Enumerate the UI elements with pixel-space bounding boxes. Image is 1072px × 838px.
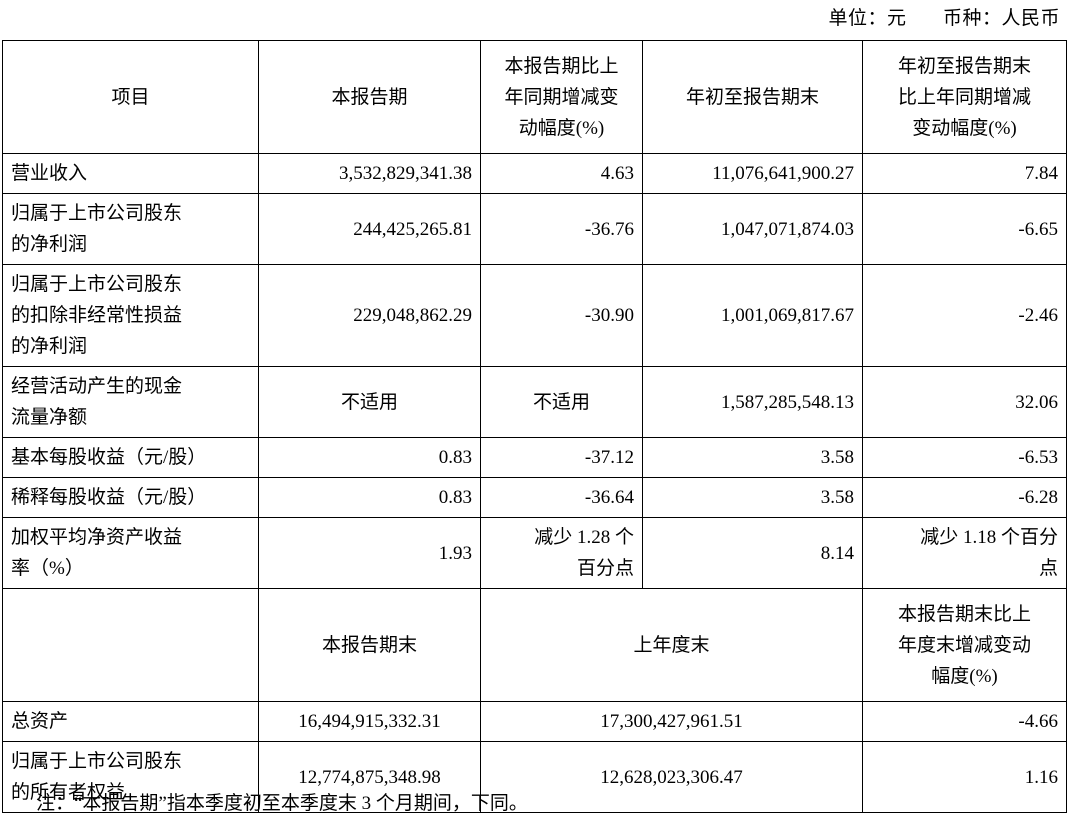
cell-operating-cash-flow-ytd-pct: 32.06 [862, 366, 1067, 438]
row-label-weighted-roe: 加权平均净资产收益 率（%） [2, 517, 259, 589]
row-label-diluted-eps: 稀释每股收益（元/股） [2, 477, 259, 518]
row-label-revenue: 营业收入 [2, 153, 259, 194]
cell-diluted-eps-current-pct: -36.64 [480, 477, 643, 518]
cell-weighted-roe-current-pct: 减少 1.28 个 百分点 [480, 517, 643, 589]
table-header-row-section2: 本报告期末 上年度末 本报告期末比上 年度末增减变动 幅度(%) [2, 588, 1067, 702]
cell-total-assets-prior-year-end: 17,300,427,961.51 [480, 701, 863, 742]
table-row: 归属于上市公司股东 的扣除非经常性损益 的净利润 229,048,862.29 … [2, 264, 1067, 367]
table-row: 营业收入 3,532,829,341.38 4.63 11,076,641,90… [2, 153, 1067, 194]
col-header-ytd-yoy-pct: 年初至报告期末 比上年同期增减 变动幅度(%) [862, 40, 1067, 154]
row-label-operating-cash-flow: 经营活动产生的现金 流量净额 [2, 366, 259, 438]
cell-total-assets-period-end: 16,494,915,332.31 [258, 701, 481, 742]
cell-basic-eps-current: 0.83 [258, 437, 481, 478]
cell-basic-eps-ytd: 3.58 [642, 437, 863, 478]
cell-excl-nonrecurring-ytd-pct: -2.46 [862, 264, 1067, 367]
cell-revenue-current-pct: 4.63 [480, 153, 643, 194]
table-row: 归属于上市公司股东 的所有者权益 12,774,875,348.98 12,62… [2, 741, 1067, 813]
cell-weighted-roe-ytd-pct: 减少 1.18 个百分 点 [862, 517, 1067, 589]
row-label-total-assets: 总资产 [2, 701, 259, 742]
cell-weighted-roe-current: 1.93 [258, 517, 481, 589]
table-row: 总资产 16,494,915,332.31 17,300,427,961.51 … [2, 701, 1067, 742]
cell-diluted-eps-current: 0.83 [258, 477, 481, 518]
unit-currency-line: 单位：元 币种：人民币 [828, 6, 1060, 32]
cell-basic-eps-current-pct: -37.12 [480, 437, 643, 478]
cell-diluted-eps-ytd-pct: -6.28 [862, 477, 1067, 518]
table-row: 加权平均净资产收益 率（%） 1.93 减少 1.28 个 百分点 8.14 减… [2, 517, 1067, 589]
currency-label: 币种：人民币 [942, 8, 1060, 29]
unit-label: 单位：元 [828, 8, 907, 29]
col-header-prior-year-end: 上年度末 [480, 588, 863, 702]
col-header-ytd: 年初至报告期末 [642, 40, 863, 154]
cell-equity-prior-year-end: 12,628,023,306.47 [480, 741, 863, 813]
col-header-current-yoy-pct: 本报告期比上 年同期增减变 动幅度(%) [480, 40, 643, 154]
cell-operating-cash-flow-current-pct: 不适用 [480, 366, 643, 438]
cell-equity-change-pct: 1.16 [862, 741, 1067, 813]
row-label-net-profit-excl-nonrecurring: 归属于上市公司股东 的扣除非经常性损益 的净利润 [2, 264, 259, 367]
table-row: 稀释每股收益（元/股） 0.83 -36.64 3.58 -6.28 [2, 477, 1067, 518]
cell-net-profit-current: 244,425,265.81 [258, 193, 481, 265]
cell-excl-nonrecurring-ytd: 1,001,069,817.67 [642, 264, 863, 367]
table-row: 基本每股收益（元/股） 0.83 -37.12 3.58 -6.53 [2, 437, 1067, 478]
cell-excl-nonrecurring-current-pct: -30.90 [480, 264, 643, 367]
cell-net-profit-ytd-pct: -6.65 [862, 193, 1067, 265]
col-header-item-section2 [2, 588, 259, 702]
financial-summary-table: 项目 本报告期 本报告期比上 年同期增减变 动幅度(%) [2, 40, 1067, 813]
col-header-change-pct: 本报告期末比上 年度末增减变动 幅度(%) [862, 588, 1067, 702]
cell-total-assets-change-pct: -4.66 [862, 701, 1067, 742]
cell-excl-nonrecurring-current: 229,048,862.29 [258, 264, 481, 367]
row-label-equity-attributable: 归属于上市公司股东 的所有者权益 [2, 741, 259, 813]
cell-diluted-eps-ytd: 3.58 [642, 477, 863, 518]
row-label-basic-eps: 基本每股收益（元/股） [2, 437, 259, 478]
cell-basic-eps-ytd-pct: -6.53 [862, 437, 1067, 478]
cell-weighted-roe-ytd: 8.14 [642, 517, 863, 589]
cell-revenue-current: 3,532,829,341.38 [258, 153, 481, 194]
row-label-net-profit: 归属于上市公司股东 的净利润 [2, 193, 259, 265]
cell-revenue-ytd-pct: 7.84 [862, 153, 1067, 194]
table-header-row-section1: 项目 本报告期 本报告期比上 年同期增减变 动幅度(%) [2, 40, 1067, 154]
cell-operating-cash-flow-current: 不适用 [258, 366, 481, 438]
cell-net-profit-current-pct: -36.76 [480, 193, 643, 265]
cell-net-profit-ytd: 1,047,071,874.03 [642, 193, 863, 265]
cell-revenue-ytd: 11,076,641,900.27 [642, 153, 863, 194]
col-header-period-end: 本报告期末 [258, 588, 481, 702]
table-row: 归属于上市公司股东 的净利润 244,425,265.81 -36.76 1,0… [2, 193, 1067, 265]
cell-operating-cash-flow-ytd: 1,587,285,548.13 [642, 366, 863, 438]
table-row: 经营活动产生的现金 流量净额 不适用 不适用 1,587,285,548.13 … [2, 366, 1067, 438]
col-header-current-period: 本报告期 [258, 40, 481, 154]
col-header-item: 项目 [2, 40, 259, 154]
cell-equity-period-end: 12,774,875,348.98 [258, 741, 481, 813]
table-footnote: 注：“本报告期”指本季度初至本季度末 3 个月期间，下同。 [36, 793, 528, 814]
